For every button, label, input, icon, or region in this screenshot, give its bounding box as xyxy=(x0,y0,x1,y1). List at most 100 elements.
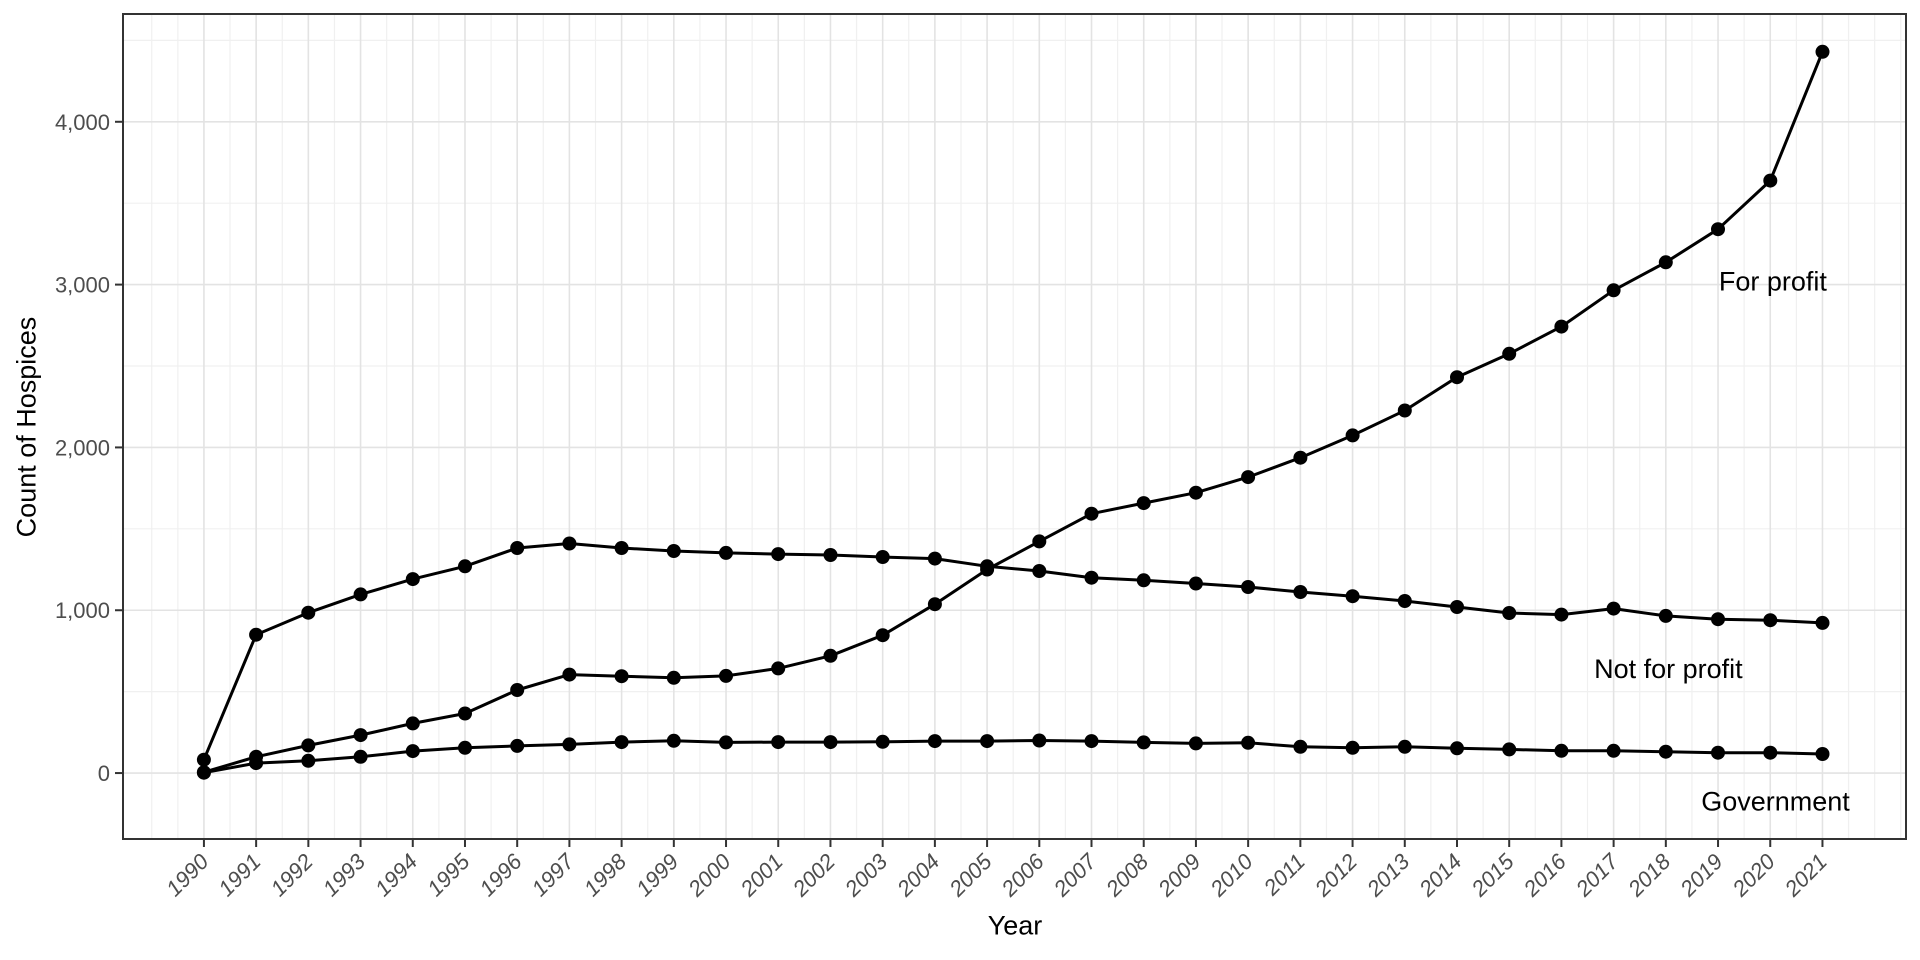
data-point-not-for-profit xyxy=(196,752,211,767)
data-point-government xyxy=(249,756,264,771)
data-point-not-for-profit xyxy=(1606,601,1621,616)
data-point-not-for-profit xyxy=(1345,589,1360,604)
data-point-government xyxy=(823,735,838,750)
data-point-government xyxy=(1763,745,1778,760)
x-tick-label: 1992 xyxy=(266,849,318,901)
x-tick-label: 2020 xyxy=(1727,848,1781,902)
data-point-not-for-profit xyxy=(927,551,942,566)
data-point-government xyxy=(510,738,525,753)
data-point-for-profit xyxy=(719,668,733,683)
data-point-government xyxy=(353,749,368,764)
x-tick-label: 2000 xyxy=(683,848,737,902)
y-tick-label: 2,000 xyxy=(55,435,110,460)
panel-border xyxy=(122,13,1907,840)
data-point-for-profit xyxy=(1450,370,1464,385)
data-point-not-for-profit xyxy=(1241,580,1256,594)
x-tick-label: 1998 xyxy=(579,848,632,901)
data-point-for-profit xyxy=(1345,428,1360,443)
x-tick-label: 2019 xyxy=(1675,849,1728,902)
data-point-for-profit xyxy=(666,670,681,685)
data-point-government xyxy=(1136,735,1151,750)
x-tick-label: 1999 xyxy=(631,849,683,901)
data-point-not-for-profit xyxy=(614,541,629,555)
data-point-not-for-profit xyxy=(353,587,368,602)
x-tick-label: 2007 xyxy=(1048,848,1102,902)
data-point-for-profit xyxy=(1502,346,1517,361)
x-tick-label: 2011 xyxy=(1258,849,1310,901)
data-point-not-for-profit xyxy=(771,547,786,562)
data-point-not-for-profit xyxy=(458,559,472,574)
x-tick-label: 2010 xyxy=(1205,848,1259,902)
data-point-government xyxy=(1606,743,1621,758)
data-point-not-for-profit xyxy=(1815,615,1830,630)
x-tick-label: 2018 xyxy=(1622,848,1676,902)
data-point-government xyxy=(719,735,733,750)
x-tick-label: 2008 xyxy=(1100,848,1154,902)
data-point-government xyxy=(196,765,211,780)
x-tick-label: 2012 xyxy=(1309,849,1362,902)
x-tick-label: 1995 xyxy=(422,848,475,901)
data-point-for-profit xyxy=(1815,44,1830,59)
data-point-not-for-profit xyxy=(405,572,420,587)
data-point-for-profit xyxy=(353,728,368,743)
data-point-for-profit xyxy=(1084,506,1099,521)
data-point-not-for-profit xyxy=(1084,570,1099,585)
data-point-for-profit xyxy=(1188,485,1203,500)
data-point-for-profit xyxy=(562,667,577,682)
data-point-not-for-profit xyxy=(1450,600,1464,614)
data-point-government xyxy=(1293,739,1308,754)
series-label-not-for-profit: Not for profit xyxy=(1594,654,1743,684)
x-tick-label: 1993 xyxy=(318,848,371,901)
series-label-government: Government xyxy=(1701,787,1850,817)
y-tick-label: 3,000 xyxy=(55,273,110,298)
x-tick-label: 2001 xyxy=(735,849,788,902)
data-point-not-for-profit xyxy=(980,559,995,574)
data-point-for-profit xyxy=(458,706,472,721)
data-point-government xyxy=(1502,742,1517,757)
x-tick-label: 2004 xyxy=(891,849,944,902)
data-point-not-for-profit xyxy=(1293,585,1308,599)
data-point-not-for-profit xyxy=(1032,564,1047,578)
series-line-for-profit xyxy=(202,50,1824,774)
data-point-government xyxy=(875,734,890,749)
data-point-for-profit xyxy=(1606,283,1621,298)
data-point-not-for-profit xyxy=(1397,594,1412,608)
data-point-government xyxy=(1188,736,1203,751)
x-tick-label: 2014 xyxy=(1414,849,1467,902)
x-tick-label: 1994 xyxy=(370,849,422,901)
data-point-for-profit xyxy=(1763,173,1778,188)
data-point-government xyxy=(405,744,420,759)
x-tick-label: 2021 xyxy=(1779,849,1832,902)
x-tick-label: 1990 xyxy=(161,848,214,901)
data-point-government xyxy=(1554,743,1569,758)
data-point-government xyxy=(771,735,786,750)
x-tick-label: 1996 xyxy=(474,848,527,901)
x-tick-label: 2002 xyxy=(787,849,840,902)
data-point-for-profit xyxy=(771,661,786,676)
data-point-government xyxy=(1658,744,1673,759)
series-line-government xyxy=(202,739,1824,775)
data-point-for-profit xyxy=(1032,534,1047,549)
data-point-government xyxy=(614,735,629,750)
data-point-not-for-profit xyxy=(1136,573,1151,588)
data-point-not-for-profit xyxy=(1711,612,1725,627)
series-line-not-for-profit xyxy=(202,542,1824,762)
x-tick-label: 2009 xyxy=(1152,849,1205,902)
data-point-for-profit xyxy=(823,648,838,663)
x-tick-label: 1991 xyxy=(213,849,265,901)
data-point-not-for-profit xyxy=(1658,608,1673,623)
data-point-not-for-profit xyxy=(1188,576,1203,591)
data-point-government xyxy=(666,733,681,748)
data-point-not-for-profit xyxy=(666,544,681,558)
data-point-for-profit xyxy=(1241,470,1256,485)
data-point-not-for-profit xyxy=(249,627,264,642)
data-point-for-profit xyxy=(1293,450,1308,465)
data-point-government xyxy=(301,753,316,768)
data-point-for-profit xyxy=(1136,496,1151,511)
data-point-for-profit xyxy=(510,683,525,697)
data-point-government xyxy=(458,740,472,755)
data-point-not-for-profit xyxy=(1763,613,1778,628)
data-point-government xyxy=(1397,739,1412,754)
